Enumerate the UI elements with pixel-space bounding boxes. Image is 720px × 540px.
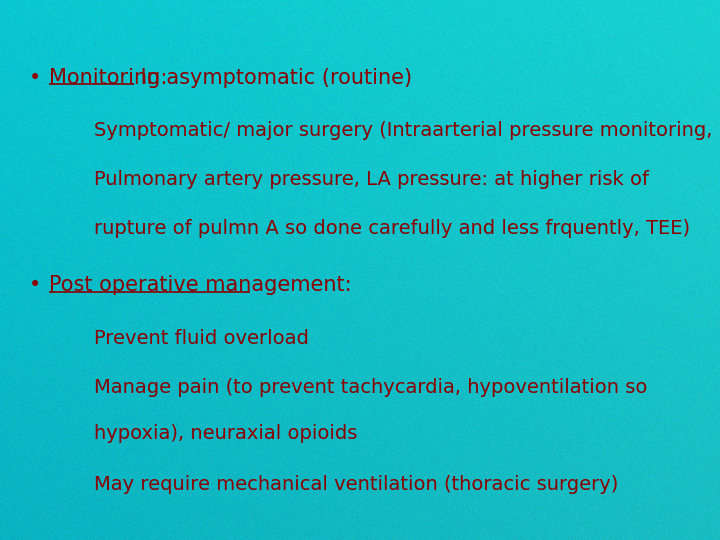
- Text: Post operative management:: Post operative management:: [49, 275, 351, 295]
- Text: Monitoring:: Monitoring:: [49, 68, 167, 87]
- Text: •: •: [29, 68, 48, 87]
- Text: In asymptomatic (routine): In asymptomatic (routine): [134, 68, 412, 87]
- Text: Pulmonary artery pressure, LA pressure: at higher risk of: Pulmonary artery pressure, LA pressure: …: [94, 170, 649, 189]
- Text: hypoxia), neuraxial opioids: hypoxia), neuraxial opioids: [94, 424, 357, 443]
- Text: rupture of pulmn A so done carefully and less frquently, TEE): rupture of pulmn A so done carefully and…: [94, 219, 690, 238]
- Text: Prevent fluid overload: Prevent fluid overload: [94, 329, 308, 348]
- Text: Symptomatic/ major surgery (Intraarterial pressure monitoring,: Symptomatic/ major surgery (Intraarteria…: [94, 122, 712, 140]
- Text: Manage pain (to prevent tachycardia, hypoventilation so: Manage pain (to prevent tachycardia, hyp…: [94, 378, 647, 397]
- Text: May require mechanical ventilation (thoracic surgery): May require mechanical ventilation (thor…: [94, 475, 618, 494]
- Text: •: •: [29, 275, 48, 295]
